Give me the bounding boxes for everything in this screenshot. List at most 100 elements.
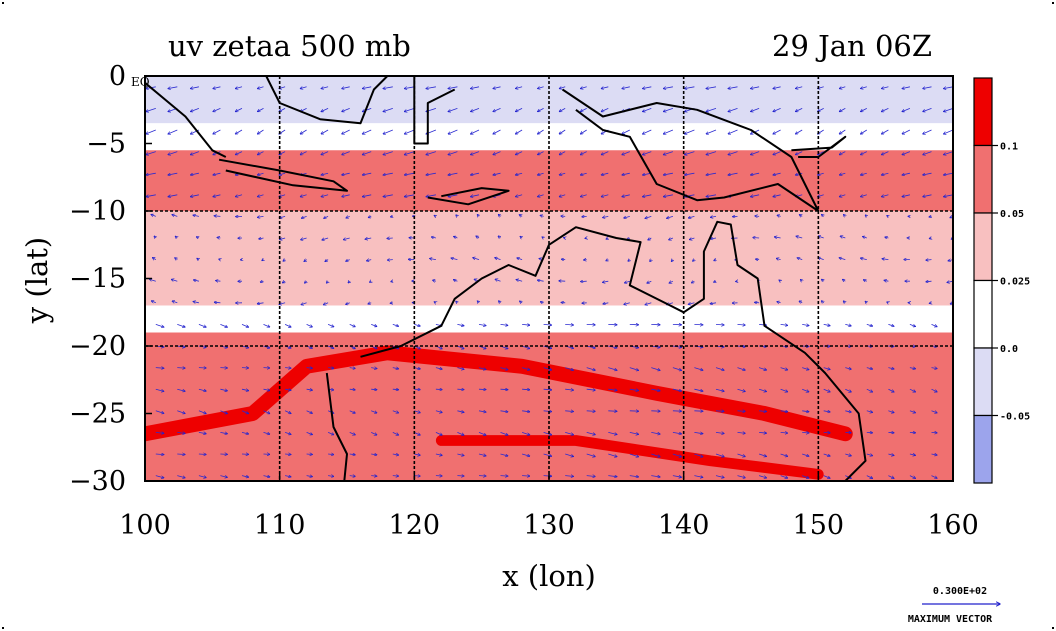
wind-vector [580, 173, 587, 175]
wind-vector [257, 151, 264, 155]
wind-vector [710, 238, 717, 239]
wind-vector [672, 388, 682, 391]
wind-vector [493, 151, 501, 155]
wind-vector [434, 302, 436, 303]
wind-vector [283, 260, 285, 262]
wind-vector [586, 324, 596, 325]
wind-vector [306, 432, 313, 434]
wind-vector [235, 108, 243, 111]
wind-vector [349, 368, 356, 369]
wind-vector [863, 237, 867, 239]
wind-vector [625, 281, 630, 283]
wind-vector [515, 87, 523, 89]
wind-vector [663, 172, 673, 175]
wind-vector [522, 411, 530, 412]
wind-vector [693, 260, 695, 262]
plot-area [145, 76, 953, 481]
wind-vector [540, 302, 544, 303]
wind-vector [881, 87, 889, 89]
wind-vector [515, 108, 523, 111]
wind-vector [608, 432, 617, 434]
wind-vector [909, 475, 916, 479]
wind-vector [543, 345, 552, 348]
wind-vector [151, 214, 156, 216]
wind-vector [300, 195, 307, 197]
wind-vector [802, 388, 809, 392]
x-tick-labels: 100 110 120 130 140 150 160 [119, 510, 979, 541]
wind-vector [845, 411, 851, 412]
wind-vector [647, 281, 652, 283]
wind-vector [301, 303, 307, 305]
coastline-new-guinea [561, 88, 820, 212]
wind-vector [448, 194, 458, 197]
wind-vector [328, 454, 334, 455]
wind-vector [392, 368, 399, 369]
wind-vector [457, 454, 464, 456]
wind-vector [909, 454, 916, 455]
wind-vector [888, 475, 894, 479]
wind-vector [349, 410, 356, 413]
wind-vector [565, 367, 573, 371]
wind-vector [860, 258, 867, 260]
y-tick-label: −20 [69, 331, 126, 362]
wind-vector [282, 281, 285, 283]
wind-vector [537, 280, 544, 281]
wind-vector [839, 87, 846, 89]
wind-vector [500, 476, 508, 477]
wind-vector [779, 280, 781, 281]
wind-vector [622, 172, 630, 175]
wind-vector [543, 476, 552, 477]
wind-vector [414, 454, 420, 455]
wind-vector [694, 367, 703, 371]
wind-vector [327, 345, 334, 348]
wind-vector [706, 194, 717, 197]
wind-vector [371, 476, 377, 477]
wind-vector [648, 238, 652, 240]
wind-vector [923, 86, 932, 89]
wind-vector [902, 108, 911, 111]
wind-vector [839, 173, 846, 175]
wind-vector [795, 87, 803, 89]
wind-vector [448, 151, 458, 155]
wind-vector [326, 281, 328, 283]
coastline-sumatra [145, 82, 227, 158]
wind-vector [538, 108, 544, 111]
wind-vector [629, 453, 639, 457]
wind-vector [383, 151, 393, 155]
wind-vector [521, 453, 530, 456]
wind-vector [168, 151, 178, 155]
colorbar-swatch [973, 77, 993, 147]
wind-vector [217, 237, 221, 238]
wind-vector [155, 475, 164, 478]
wind-vector [663, 151, 674, 155]
wind-vector [773, 87, 781, 89]
wind-vector [431, 237, 436, 238]
wind-vector [758, 475, 766, 478]
wind-vector [371, 454, 377, 455]
wind-vector [477, 214, 479, 216]
vector-legend-value: 0.300E+02 [933, 586, 987, 597]
wind-vector [414, 476, 420, 477]
wind-vector [797, 258, 803, 260]
wind-vector [235, 151, 243, 155]
wind-vector [802, 324, 809, 325]
wind-vector [383, 172, 393, 175]
wind-vector [822, 279, 824, 281]
wind-vector [909, 324, 916, 326]
wind-vector [426, 172, 436, 175]
wind-vector [190, 172, 199, 175]
wind-vector [285, 368, 291, 369]
wind-vector [430, 259, 436, 260]
wind-vector [346, 260, 350, 262]
wind-vector [262, 260, 264, 261]
wind-vector [802, 475, 809, 479]
wind-vector [301, 216, 307, 218]
wind-vector [714, 281, 716, 282]
wind-vector [944, 194, 953, 197]
wind-vector [155, 388, 164, 391]
colorbar-swatch [973, 144, 993, 214]
wind-vector [342, 172, 350, 175]
wind-vector [457, 324, 464, 325]
wind-vector [213, 108, 221, 111]
